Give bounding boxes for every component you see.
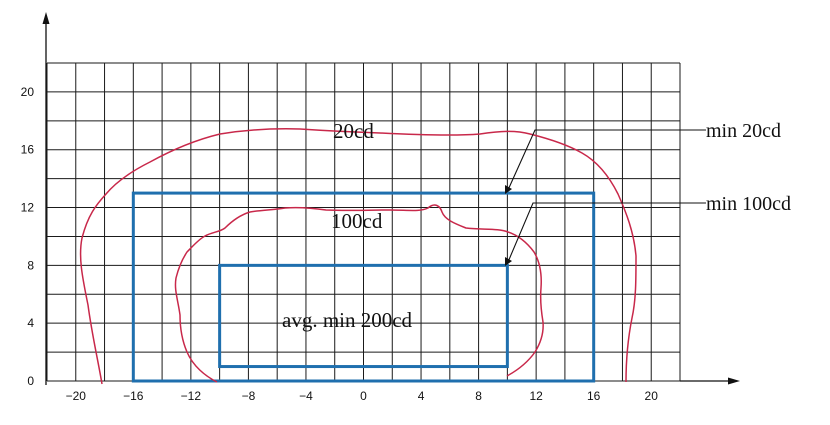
x-tick-label: 0 (360, 389, 367, 403)
y-tick-label: 8 (27, 258, 34, 272)
x-tick-label: 20 (645, 389, 659, 403)
contour-100cd-label: 100cd (331, 209, 383, 233)
x-tick-label: 4 (418, 389, 425, 403)
x-tick-label: −4 (299, 389, 313, 403)
y-tick-label: 12 (21, 201, 35, 215)
contour-20cd-label: 20cd (333, 119, 374, 143)
x-tick-label: 8 (475, 389, 482, 403)
x-tick-labels: −20 −16 −12 −8 −4 0 4 8 12 16 20 (66, 389, 659, 403)
y-tick-label: 20 (21, 85, 35, 99)
y-axis-arrow (42, 12, 50, 385)
x-tick-label: 16 (587, 389, 601, 403)
y-tick-label: 16 (21, 143, 35, 157)
y-tick-label: 4 (27, 316, 34, 330)
x-tick-label: −16 (123, 389, 144, 403)
x-tick-label: −8 (242, 389, 256, 403)
outer-zone-box (131, 191, 596, 383)
y-tick-label: 0 (27, 374, 34, 388)
x-tick-label: −20 (66, 389, 87, 403)
callout-min-100cd: min 100cd (706, 193, 791, 215)
x-tick-label: −12 (181, 389, 202, 403)
callout-min-20cd: min 20cd (706, 120, 781, 142)
contour-20cd (79, 128, 637, 385)
x-axis-arrow (680, 377, 740, 385)
y-tick-labels: 0 4 8 12 16 20 (21, 85, 35, 388)
contour-100cd (174, 204, 544, 383)
leader-min-20cd (505, 129, 706, 194)
x-tick-label: 12 (529, 389, 543, 403)
inner-zone-box (218, 263, 509, 369)
grid (46, 62, 681, 382)
leader-min-100cd (505, 202, 706, 266)
avg-min-200cd-label: avg. min 200cd (282, 308, 413, 332)
